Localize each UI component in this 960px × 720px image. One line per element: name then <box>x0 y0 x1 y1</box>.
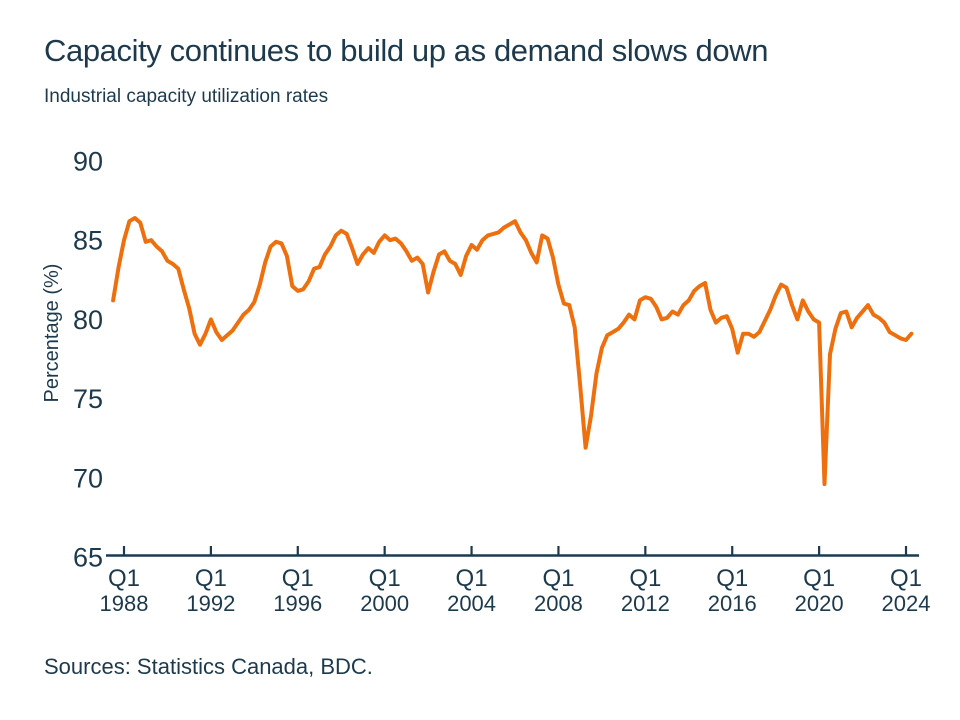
x-axis-tick-quarter-label: Q1 <box>803 565 835 592</box>
y-axis-tick-label: 85 <box>73 226 103 256</box>
source-note: Sources: Statistics Canada, BDC. <box>44 654 373 679</box>
chart-title: Capacity continues to build up as demand… <box>44 33 769 68</box>
y-axis-tick-label: 80 <box>73 305 103 335</box>
x-axis-tick-quarter-label: Q1 <box>890 565 922 592</box>
x-axis-tick-year-label: 2016 <box>708 591 757 616</box>
x-axis-tick-year-label: 1996 <box>273 591 322 616</box>
x-axis-tick-year-label: 2012 <box>621 591 670 616</box>
x-axis-tick-quarter-label: Q1 <box>195 565 227 592</box>
x-axis-tick-year-label: 2000 <box>360 591 409 616</box>
x-axis-tick-quarter-label: Q1 <box>629 565 661 592</box>
y-axis-tick-label: 65 <box>73 543 103 573</box>
x-axis-tick-quarter-label: Q1 <box>542 565 574 592</box>
y-axis-tick-label: 90 <box>73 147 103 177</box>
x-axis-tick-year-label: 2024 <box>882 591 931 616</box>
x-axis-tick-quarter-label: Q1 <box>456 565 488 592</box>
y-axis-tick-label: 70 <box>73 463 103 493</box>
x-axis-tick-quarter-label: Q1 <box>282 565 314 592</box>
y-axis-title: Percentage (%) <box>41 264 63 403</box>
x-axis-tick-year-label: 1992 <box>186 591 235 616</box>
y-axis-tick-label: 75 <box>73 384 103 414</box>
capacity-utilization-series-line <box>111 216 914 487</box>
x-axis-tick-quarter-label: Q1 <box>716 565 748 592</box>
x-axis-tick-year-label: 1988 <box>100 591 149 616</box>
x-axis-tick-quarter-label: Q1 <box>108 565 140 592</box>
chart-subtitle: Industrial capacity utilization rates <box>44 86 329 107</box>
x-axis-tick-year-label: 2020 <box>795 591 844 616</box>
x-axis-tick-quarter-label: Q1 <box>369 565 401 592</box>
x-axis-tick-year-label: 2008 <box>534 591 583 616</box>
x-axis-tick-year-label: 2004 <box>447 591 496 616</box>
